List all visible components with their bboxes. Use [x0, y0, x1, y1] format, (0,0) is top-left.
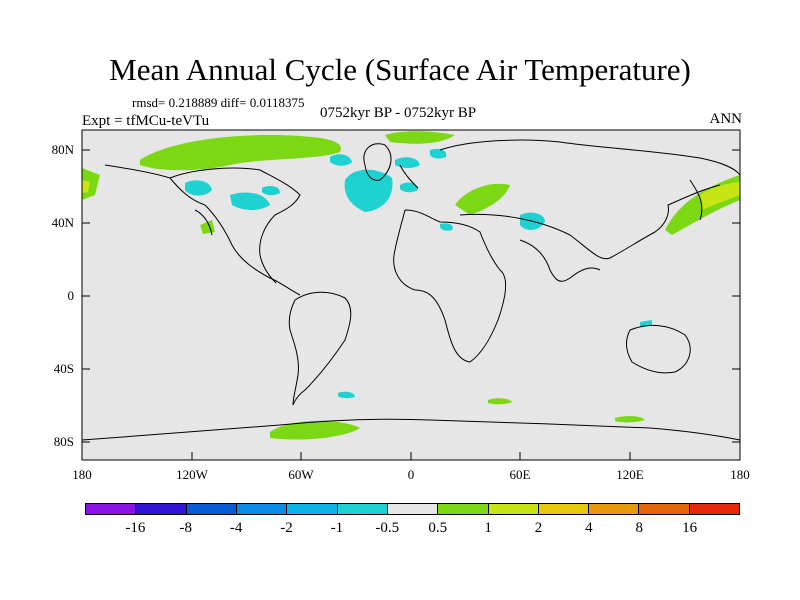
lon-label-120w: 120W: [176, 467, 208, 482]
colorbar-segment: [287, 504, 338, 514]
lat-label-40n: 40N: [51, 215, 74, 230]
lat-label-80s: 80S: [53, 434, 74, 449]
colorbar-label: -16: [125, 520, 146, 536]
colorbar-segment: [236, 504, 288, 514]
colorbar-label: -4: [229, 520, 243, 536]
colorbar-label: 4: [585, 520, 593, 536]
colorbar-segment: [639, 504, 690, 514]
colorbar-label: 0.5: [428, 520, 448, 536]
rmsd-diff-stats: rmsd= 0.218889 diff= 0.0118375: [132, 95, 305, 110]
colorbar-segment: [186, 504, 237, 514]
map-background: [82, 130, 740, 460]
lat-label-80n: 80N: [51, 142, 74, 157]
colorbar-label: 8: [635, 520, 643, 536]
colorbar-segment: [689, 504, 740, 514]
axis-ticks: [81, 149, 741, 460]
colorbar-segment: [538, 504, 590, 514]
coastlines: [81, 139, 741, 441]
lat-label-40s: 40S: [53, 361, 74, 376]
lon-label-0: 0: [407, 467, 415, 482]
colorbar-segment: [438, 504, 489, 514]
anomaly-warm-regions: [82, 131, 740, 440]
season-label: ANN: [709, 111, 743, 127]
colorbar-segment: [488, 504, 539, 514]
lon-label-120e: 120E: [616, 467, 644, 482]
colorbar-segment: [589, 504, 640, 514]
colorbar-label: -8: [179, 520, 193, 536]
period-label: 0752kyr BP - 0752kyr BP: [320, 105, 477, 121]
anomaly-warm-strong-regions: [82, 180, 740, 210]
colorbar: [85, 503, 740, 515]
colorbar-label: 2: [534, 520, 543, 536]
colorbar-label: -0.5: [375, 520, 400, 536]
colorbar-segment: [387, 504, 439, 514]
lon-label-180e: 180: [730, 467, 750, 482]
lon-label-180w: 180: [72, 467, 92, 482]
colorbar-label: -1: [330, 520, 344, 536]
colorbar-segment: [136, 504, 187, 514]
colorbar-segment: [86, 504, 137, 514]
experiment-label: Expt = tfMCu-teVTu: [82, 113, 210, 129]
lat-label-0: 0: [67, 288, 75, 303]
colorbar-label: 16: [682, 520, 698, 536]
colorbar-label: -2: [280, 520, 293, 536]
colorbar-label: 1: [484, 520, 492, 536]
plot-title: Mean Annual Cycle (Surface Air Temperatu…: [109, 52, 691, 87]
lon-label-60e: 60E: [509, 467, 531, 482]
anomaly-cold-regions: [185, 148, 652, 399]
colorbar-segment: [337, 504, 388, 514]
lon-label-60w: 60W: [288, 467, 314, 482]
